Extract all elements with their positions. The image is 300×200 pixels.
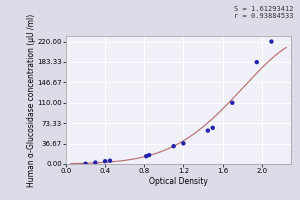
Point	[230, 101, 235, 104]
Point	[181, 142, 186, 145]
Point	[147, 153, 152, 157]
Point	[254, 61, 259, 64]
X-axis label: Optical Density: Optical Density	[149, 177, 208, 186]
Point	[83, 162, 88, 165]
Point	[103, 160, 107, 163]
Point	[108, 159, 112, 162]
Point	[171, 145, 176, 148]
Point	[206, 129, 210, 132]
Text: S = 1.61293412
r = 0.93884533: S = 1.61293412 r = 0.93884533	[235, 6, 294, 19]
Point	[269, 40, 274, 43]
Point	[210, 126, 215, 129]
Y-axis label: Human α-Glucosidase concentration (μU /ml): Human α-Glucosidase concentration (μU /m…	[27, 13, 36, 187]
Point	[144, 155, 148, 158]
Point	[93, 161, 98, 164]
